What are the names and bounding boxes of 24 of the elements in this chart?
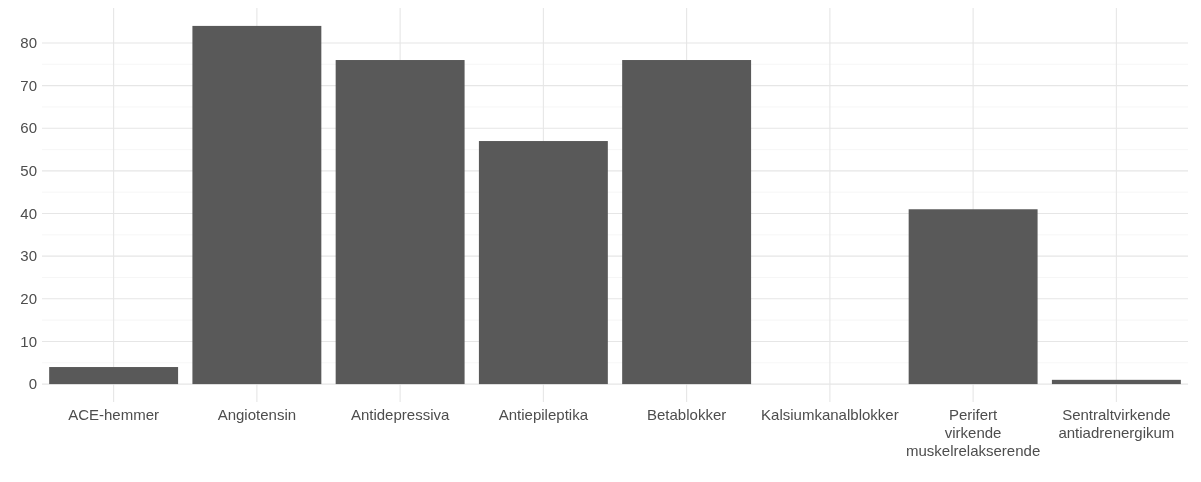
bar [622,60,752,385]
x-tick-label: Antidepressiva [350,406,450,423]
y-tick-label: 50 [20,162,37,180]
bar [478,141,608,385]
x-tick-label: Sentraltvirkende antiadrenergikum [1058,406,1175,441]
bar [1051,379,1181,385]
y-tick-label: 30 [20,247,37,265]
bar [335,60,465,385]
bar [49,367,179,385]
x-tick-label: Betablokker [647,406,727,423]
x-tick-label: Kalsiumkanalblokker [761,406,899,423]
y-tick-label: 0 [28,375,37,393]
x-tick-label: Antiepileptika [498,406,589,423]
bar [908,209,1038,385]
x-tick-label: ACE-hemmer [68,406,160,423]
bar [192,25,322,385]
y-tick-label: 20 [20,290,37,308]
x-tick-label: Angiotensin [217,406,297,423]
y-tick-label: 10 [20,332,37,350]
y-tick-label: 40 [20,204,37,222]
y-tick-label: 60 [20,119,37,137]
x-tick-label: Perifert virkende muskelrelakserende [906,406,1041,459]
y-tick-label: 70 [20,76,37,94]
y-tick-label: 80 [20,34,37,52]
